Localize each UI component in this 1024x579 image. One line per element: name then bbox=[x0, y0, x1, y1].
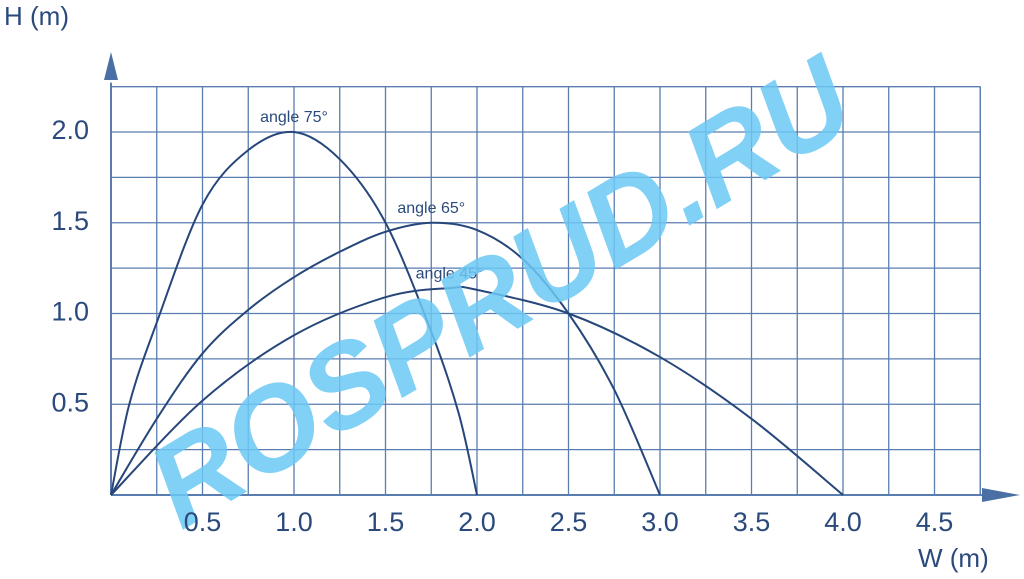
x-tick-label: 1.0 bbox=[275, 507, 313, 537]
x-tick-label: 0.5 bbox=[184, 507, 222, 537]
x-tick-label: 2.0 bbox=[458, 507, 496, 537]
y-tick-label: 2.0 bbox=[51, 115, 89, 145]
x-axis-arrow bbox=[982, 488, 1020, 502]
x-axis-title: W (m) bbox=[918, 543, 989, 573]
trajectory bbox=[110, 285, 844, 496]
curve-label: angle 75° bbox=[260, 109, 328, 126]
x-tick-label: 1.5 bbox=[367, 507, 405, 537]
trajectory bbox=[110, 130, 478, 496]
y-tick-label: 1.5 bbox=[51, 206, 89, 236]
trajectory bbox=[110, 221, 661, 496]
x-tick-label: 2.5 bbox=[550, 507, 588, 537]
curve-label: angle 45° bbox=[416, 265, 484, 282]
curves: angle 75° angle 65° angle 45° bbox=[110, 109, 844, 496]
y-tick-label: 1.0 bbox=[51, 297, 89, 327]
y-tick-label: 0.5 bbox=[51, 387, 89, 417]
y-axis-title: H (m) bbox=[4, 1, 69, 31]
curve-label: angle 65° bbox=[397, 200, 465, 217]
y-axis-arrow bbox=[104, 52, 118, 80]
grid bbox=[110, 82, 985, 496]
watermark: ROSPRUD.RU bbox=[126, 30, 876, 553]
x-tick-label: 3.5 bbox=[733, 507, 771, 537]
x-tick-label: 4.0 bbox=[824, 507, 862, 537]
x-tick-label: 3.0 bbox=[641, 507, 679, 537]
x-tick-label: 4.5 bbox=[916, 507, 954, 537]
